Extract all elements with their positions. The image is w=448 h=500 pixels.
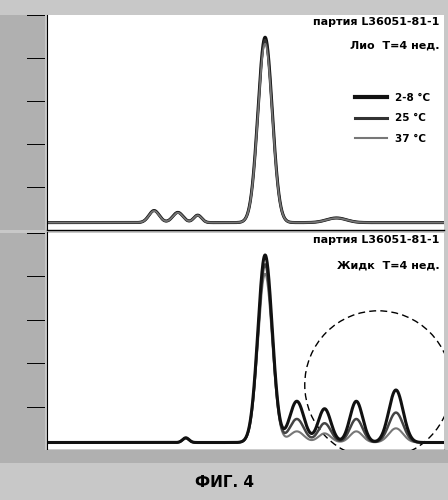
Legend: 2-8 °C, 25 °C, 37 °C: 2-8 °C, 25 °C, 37 °C xyxy=(351,88,435,148)
Text: Лио  Т=4 нед.: Лио Т=4 нед. xyxy=(350,41,439,51)
Text: Жидк  Т=4 нед.: Жидк Т=4 нед. xyxy=(337,261,439,271)
Text: ФИГ. 4: ФИГ. 4 xyxy=(194,475,254,490)
Text: партия L36051-81-1: партия L36051-81-1 xyxy=(313,17,439,27)
Text: партия L36051-81-1: партия L36051-81-1 xyxy=(313,234,439,244)
